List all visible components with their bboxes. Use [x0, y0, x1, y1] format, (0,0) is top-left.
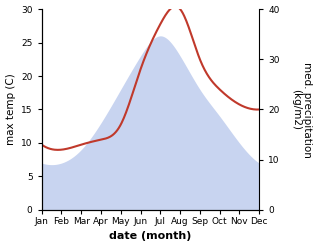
Y-axis label: max temp (C): max temp (C) — [5, 74, 16, 145]
X-axis label: date (month): date (month) — [109, 231, 192, 242]
Y-axis label: med. precipitation
(kg/m2): med. precipitation (kg/m2) — [291, 62, 313, 157]
